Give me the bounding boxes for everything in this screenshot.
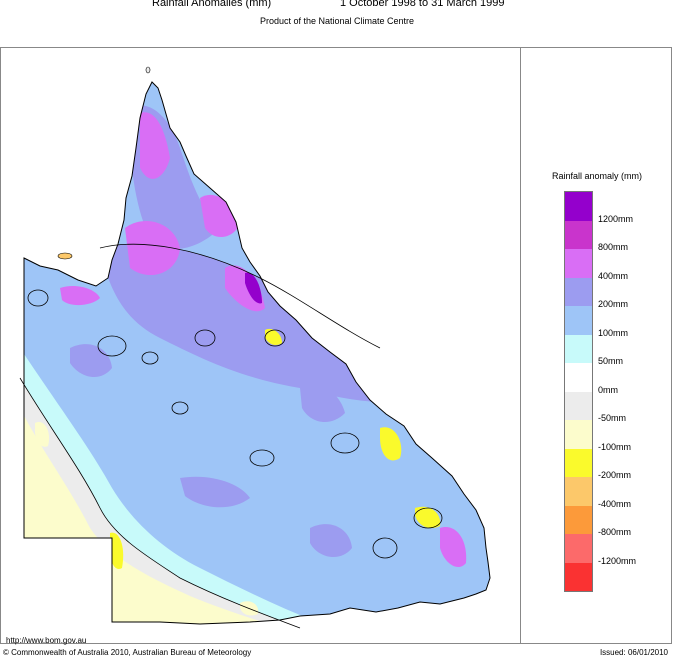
legend-swatch	[565, 220, 592, 249]
legend-label: 0mm	[598, 384, 618, 395]
legend-swatch	[565, 505, 592, 534]
legend-swatch	[565, 420, 592, 449]
legend-label: -50mm	[598, 413, 627, 423]
legend-swatch	[565, 192, 592, 221]
legend-swatch	[565, 363, 592, 392]
anomaly-fill	[24, 82, 490, 624]
map-frame	[0, 47, 672, 644]
legend-label: 1200mm	[598, 213, 634, 224]
legend-swatch	[565, 334, 592, 363]
footer-url[interactable]: http://www.bom.gov.au	[6, 636, 87, 645]
legend-swatch	[565, 534, 592, 563]
legend-divider	[520, 47, 521, 644]
islands	[57, 66, 151, 260]
legend-label: 100mm	[598, 327, 629, 338]
legend-swatch	[565, 448, 592, 477]
legend-label: -100mm	[598, 441, 632, 452]
legend-swatch	[565, 249, 592, 278]
map-subtitle: Product of the National Climate Centre	[259, 16, 415, 26]
legend-label: 200mm	[598, 299, 629, 309]
legend-swatch	[565, 391, 592, 420]
legend-title: Rainfall anomaly (mm)	[551, 171, 643, 181]
map-title: Rainfall Anomalies (mm)	[152, 0, 272, 9]
queensland-rainfall-map	[19, 66, 491, 629]
footer-issued: Issued: 06/01/2010	[599, 648, 668, 657]
legend-label: -1200mm	[598, 555, 637, 566]
legend-label: 800mm	[598, 242, 629, 252]
title-row: Rainfall Anomalies (mm) 1 October 1998 t…	[0, 0, 674, 14]
legend-swatch	[565, 477, 592, 506]
legend-swatch	[565, 306, 592, 335]
footer-copyright: © Commonwealth of Australia 2010, Austra…	[3, 648, 252, 657]
state-border	[23, 81, 491, 625]
legend-swatch	[565, 277, 592, 306]
legend-label: -800mm	[598, 527, 632, 537]
legend-label: -200mm	[598, 470, 632, 480]
map-period: 1 October 1998 to 31 March 1999	[340, 0, 505, 9]
legend-label: -400mm	[598, 498, 632, 509]
contour-lines	[19, 243, 443, 629]
legend-label: 50mm	[598, 356, 624, 366]
legend-swatch	[565, 562, 592, 591]
legend-colorbar	[564, 191, 593, 592]
legend-label: 400mm	[598, 270, 629, 281]
